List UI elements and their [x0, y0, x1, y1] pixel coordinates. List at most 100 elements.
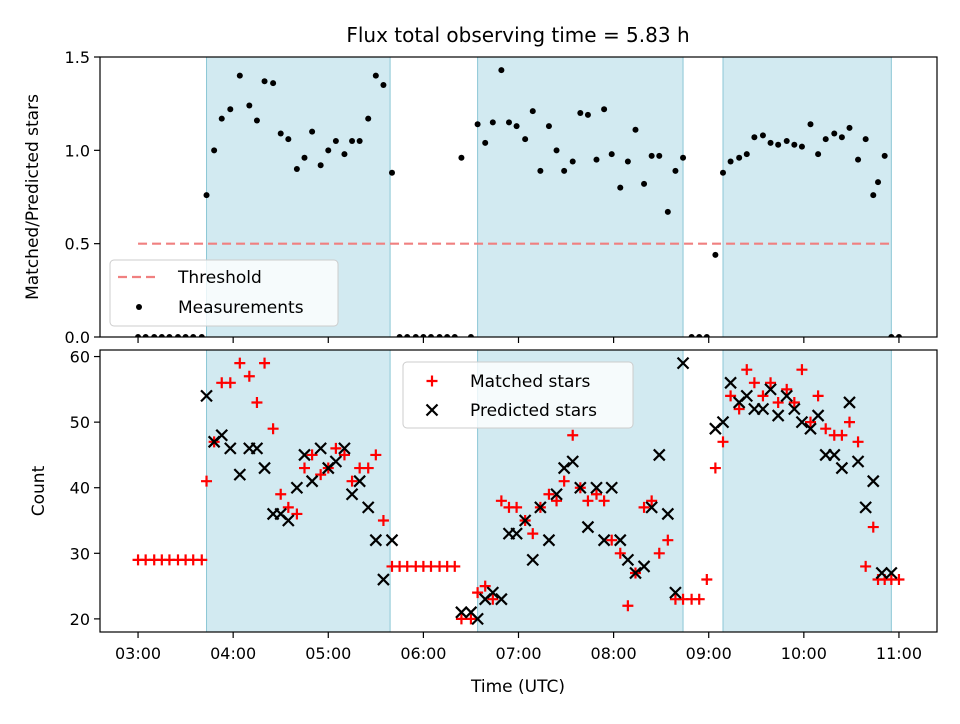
- predicted-star-point: [369, 533, 383, 547]
- measurement-point: [529, 108, 536, 115]
- x-tick-label: 08:00: [591, 644, 637, 663]
- x-tick-label: 06:00: [400, 644, 446, 663]
- matched-star-point: [465, 613, 477, 625]
- matched-star-point: [338, 449, 350, 461]
- matched-star-point: [315, 469, 327, 481]
- measurement-point: [372, 72, 379, 79]
- measurement-point: [624, 158, 631, 165]
- predicted-star-point: [305, 474, 319, 488]
- measurement-point: [246, 102, 253, 109]
- matched-star-point: [306, 449, 318, 461]
- predicted-star-point: [250, 442, 264, 455]
- predicted-star-point: [788, 402, 801, 416]
- predicted-star-point: [486, 586, 500, 599]
- predicted-star-point: [780, 389, 793, 403]
- measurement-point: [227, 106, 234, 113]
- matched-star-point: [370, 449, 382, 461]
- matched-star-point: [772, 396, 784, 408]
- matched-star-point: [852, 436, 864, 448]
- measurement-point: [458, 154, 465, 161]
- predicted-star-point: [495, 592, 508, 606]
- predicted-star-point: [740, 389, 754, 403]
- predicted-star-point: [724, 376, 737, 390]
- predicted-star-point: [345, 488, 359, 501]
- measurement-point: [317, 162, 324, 169]
- y-tick-label: 50: [70, 413, 90, 432]
- predicted-star-point: [676, 356, 690, 370]
- predicted-star-point: [224, 442, 237, 455]
- predicted-star-point: [200, 389, 213, 403]
- predicted-star-point: [314, 442, 327, 455]
- measurement-point: [712, 251, 719, 258]
- matched-star-point: [479, 580, 491, 592]
- matched-star-point: [693, 593, 705, 605]
- observing-interval-1: [206, 349, 391, 633]
- predicted-star-point: [353, 474, 366, 488]
- measurement-point: [775, 141, 782, 148]
- matched-star-point: [243, 370, 255, 382]
- predicted-star-point: [385, 533, 399, 547]
- matched-star-point: [836, 429, 848, 441]
- measurement-point: [174, 334, 181, 337]
- legend-measurements-swatch: [136, 304, 142, 310]
- predicted-star-point: [597, 533, 611, 547]
- matched-star-point: [330, 442, 342, 454]
- predicted-star-point: [652, 448, 666, 462]
- observing-interval-3: [722, 349, 892, 633]
- measurement-point: [522, 136, 529, 143]
- matched-star-point: [196, 554, 208, 566]
- measurement-point: [895, 334, 902, 337]
- measurement-point: [767, 139, 774, 146]
- measurement-point: [467, 334, 474, 337]
- measurement-point: [537, 167, 544, 174]
- measurement-point: [513, 123, 520, 130]
- matched-star-point: [646, 495, 658, 507]
- matched-star-point: [224, 377, 236, 389]
- measurement-point: [293, 166, 300, 172]
- measurement-point: [608, 151, 615, 158]
- measurement-point: [388, 169, 395, 176]
- predicted-star-point: [518, 514, 532, 527]
- legend-threshold-label: Threshold: [177, 268, 262, 288]
- matched-star-point: [741, 364, 753, 376]
- observing-interval-2: [477, 56, 684, 338]
- predicted-star-point: [574, 481, 587, 494]
- measurement-point: [365, 115, 372, 122]
- legend-predicted-swatch: [425, 403, 439, 417]
- measurement-point: [736, 154, 743, 161]
- measurement-point: [427, 334, 434, 337]
- y-tick-label: 1.5: [65, 48, 90, 67]
- x-tick-label: 04:00: [210, 644, 256, 663]
- measurement-point: [601, 106, 608, 113]
- predicted-star-point: [550, 488, 563, 501]
- predicted-star-point: [338, 442, 351, 455]
- measurement-point: [875, 179, 882, 186]
- measurement-point: [855, 156, 862, 163]
- predicted-star-point: [827, 448, 841, 462]
- measurement-point: [301, 154, 308, 161]
- measurement-point: [696, 334, 703, 337]
- matched-star-point: [291, 508, 303, 520]
- matched-star-point: [717, 436, 729, 448]
- matched-star-point: [543, 488, 555, 500]
- measurement-point: [743, 151, 750, 158]
- matched-star-point: [820, 423, 832, 435]
- measurement-point: [703, 334, 710, 337]
- matched-star-point: [495, 495, 507, 507]
- y-axis-label: Count: [29, 465, 49, 516]
- measurement-point: [822, 136, 829, 143]
- measurement-point: [656, 152, 663, 159]
- measurement-point: [593, 156, 600, 163]
- matched-star-point: [804, 416, 816, 428]
- matched-star-point: [598, 495, 610, 507]
- matched-star-point: [487, 593, 499, 605]
- legend-matched-swatch: [426, 375, 438, 387]
- matched-star-point: [362, 462, 374, 474]
- measurement-point: [545, 123, 552, 130]
- predicted-star-point: [542, 533, 556, 547]
- predicted-star-point: [764, 383, 777, 396]
- measurement-point: [356, 138, 363, 144]
- matched-star-point: [788, 396, 800, 408]
- predicted-star-point: [613, 533, 627, 547]
- matched-star-point: [653, 547, 665, 559]
